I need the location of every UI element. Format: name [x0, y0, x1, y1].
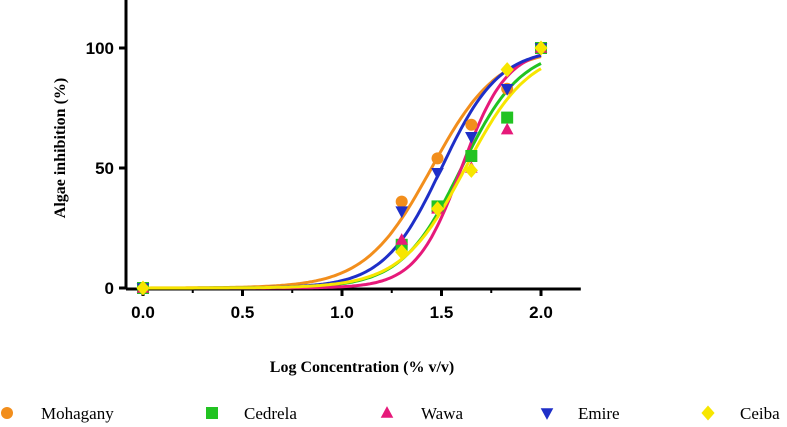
fit-curve-mohagany — [143, 55, 542, 290]
axes — [124, 0, 581, 291]
legend-label-ceiba: Ceiba — [740, 404, 780, 423]
data-point-emire — [465, 132, 478, 144]
x-tick-label: 1.5 — [430, 303, 454, 322]
x-tick-label: 2.0 — [529, 303, 553, 322]
legend-label-cedrela: Cedrela — [244, 404, 297, 423]
data-points — [136, 40, 548, 296]
x-tick-label: 1.0 — [330, 303, 354, 322]
data-point-ceiba — [534, 40, 548, 56]
legend-marker-emire — [540, 408, 554, 420]
ticks: 0.0 0.5 1.0 1.5 2.0 0 50 100 — [86, 39, 553, 322]
fit-curves — [143, 53, 542, 290]
legend: Mohagany Cedrela Wawa Emire Ceiba — [1, 404, 780, 423]
x-tick-label: 0.0 — [131, 303, 155, 322]
data-point-cedrela — [465, 150, 478, 162]
data-point-wawa — [500, 122, 514, 135]
y-tick-label: 50 — [95, 159, 114, 178]
x-tick-label: 0.5 — [231, 303, 255, 322]
data-point-ceiba — [500, 62, 514, 78]
data-point-ceiba — [395, 244, 409, 260]
data-point-mohagany — [395, 195, 408, 208]
data-point-cedrela — [501, 111, 514, 124]
data-point-mohagany — [431, 152, 444, 165]
legend-marker-mohagany — [1, 407, 13, 419]
data-point-ceiba — [464, 162, 478, 178]
legend-label-wawa: Wawa — [421, 404, 464, 423]
y-tick-label: 100 — [86, 39, 114, 58]
data-point-wawa — [395, 233, 408, 245]
data-point-ceiba — [430, 201, 445, 217]
x-axis-title: Log Concentration (% v/v) — [270, 359, 454, 376]
legend-marker-ceiba — [701, 405, 715, 421]
fit-curve-ceiba — [143, 67, 542, 290]
data-point-emire — [395, 206, 408, 219]
y-tick-label: 0 — [105, 279, 114, 298]
legend-label-mohagany: Mohagany — [41, 404, 114, 423]
data-point-emire — [431, 168, 444, 180]
data-point-emire — [500, 84, 514, 96]
data-point-mohagany — [465, 118, 478, 131]
y-axis-title: Algae inhibition (%) — [52, 78, 69, 218]
legend-label-emire: Emire — [578, 404, 620, 423]
legend-marker-cedrela — [206, 407, 218, 419]
data-point-ceiba — [136, 280, 150, 296]
legend-marker-wawa — [380, 406, 394, 418]
